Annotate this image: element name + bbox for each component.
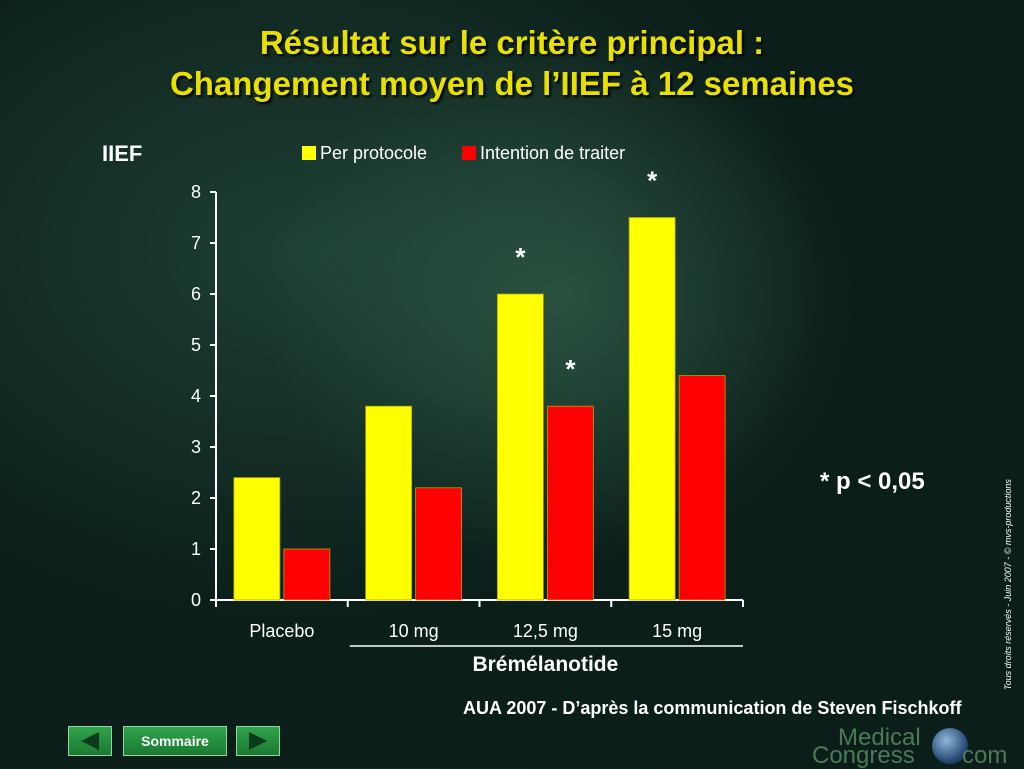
- logo-text-medical: Medical: [838, 724, 921, 751]
- y-axis-label: IIEF: [102, 141, 142, 166]
- previous-slide-button[interactable]: [68, 726, 112, 756]
- y-tick-label: 6: [191, 284, 201, 304]
- logo-text-com: com: [962, 742, 1008, 769]
- bar-per-protocol-0: [233, 477, 281, 601]
- legend-label-1: Intention de traiter: [480, 143, 625, 163]
- significance-asterisk-mark: *: [647, 166, 658, 196]
- y-tick-label: 0: [191, 590, 201, 610]
- y-tick-label: 7: [191, 233, 201, 253]
- y-tick-label: 4: [191, 386, 201, 406]
- y-tick-label: 8: [191, 182, 201, 202]
- logo-text-congress: Congress: [812, 742, 915, 769]
- copyright-notice: Tous droits réservés - Juin 2007 - © mvs…: [1003, 479, 1013, 690]
- y-tick-label: 2: [191, 488, 201, 508]
- globe-icon: [932, 728, 968, 764]
- significance-asterisk-mark: *: [515, 242, 526, 272]
- legend-swatch-1: [462, 146, 476, 160]
- x-category-label: 12,5 mg: [513, 621, 578, 641]
- bar-per-protocol-3: [628, 217, 676, 601]
- legend-swatch-0: [302, 146, 316, 160]
- next-slide-button[interactable]: [236, 726, 280, 756]
- x-category-label: 10 mg: [389, 621, 439, 641]
- legend-label-0: Per protocole: [320, 143, 427, 163]
- significance-text: p < 0,05: [836, 468, 925, 495]
- triangle-right-icon: [249, 732, 267, 750]
- y-tick-label: 3: [191, 437, 201, 457]
- group-label: Brémélanotide: [472, 653, 618, 676]
- title-line-1: Résultat sur le critère principal :: [259, 24, 765, 61]
- bar-itt-3: [678, 375, 726, 601]
- bar-itt-2: [546, 405, 594, 601]
- x-category-label: Placebo: [249, 621, 314, 641]
- slide-title: Résultat sur le critère principal : Chan…: [0, 22, 1024, 104]
- bar-itt-1: [415, 487, 463, 601]
- title-line-2: Changement moyen de l’IIEF à 12 semaines: [169, 65, 855, 102]
- bar-chart: IIEF 0 1 2 3 4 5 6 7 8 * * * Placebo 10 mg 12,5 mg 15 mg…: [102, 141, 744, 676]
- y-tick-label: 5: [191, 335, 201, 355]
- bar-per-protocol-1: [365, 405, 413, 601]
- x-category-label: 15 mg: [652, 621, 702, 641]
- y-tick-label: 1: [191, 539, 201, 559]
- source-citation: AUA 2007 - D’après la communication de S…: [463, 698, 962, 718]
- significance-asterisk: *: [820, 468, 830, 495]
- significance-note: * p < 0,05: [820, 468, 925, 496]
- triangle-left-icon: [81, 732, 99, 750]
- significance-asterisk-mark: *: [565, 354, 576, 384]
- summary-button[interactable]: Sommaire: [123, 726, 227, 756]
- bar-itt-0: [283, 548, 331, 601]
- bar-per-protocol-2: [496, 293, 544, 601]
